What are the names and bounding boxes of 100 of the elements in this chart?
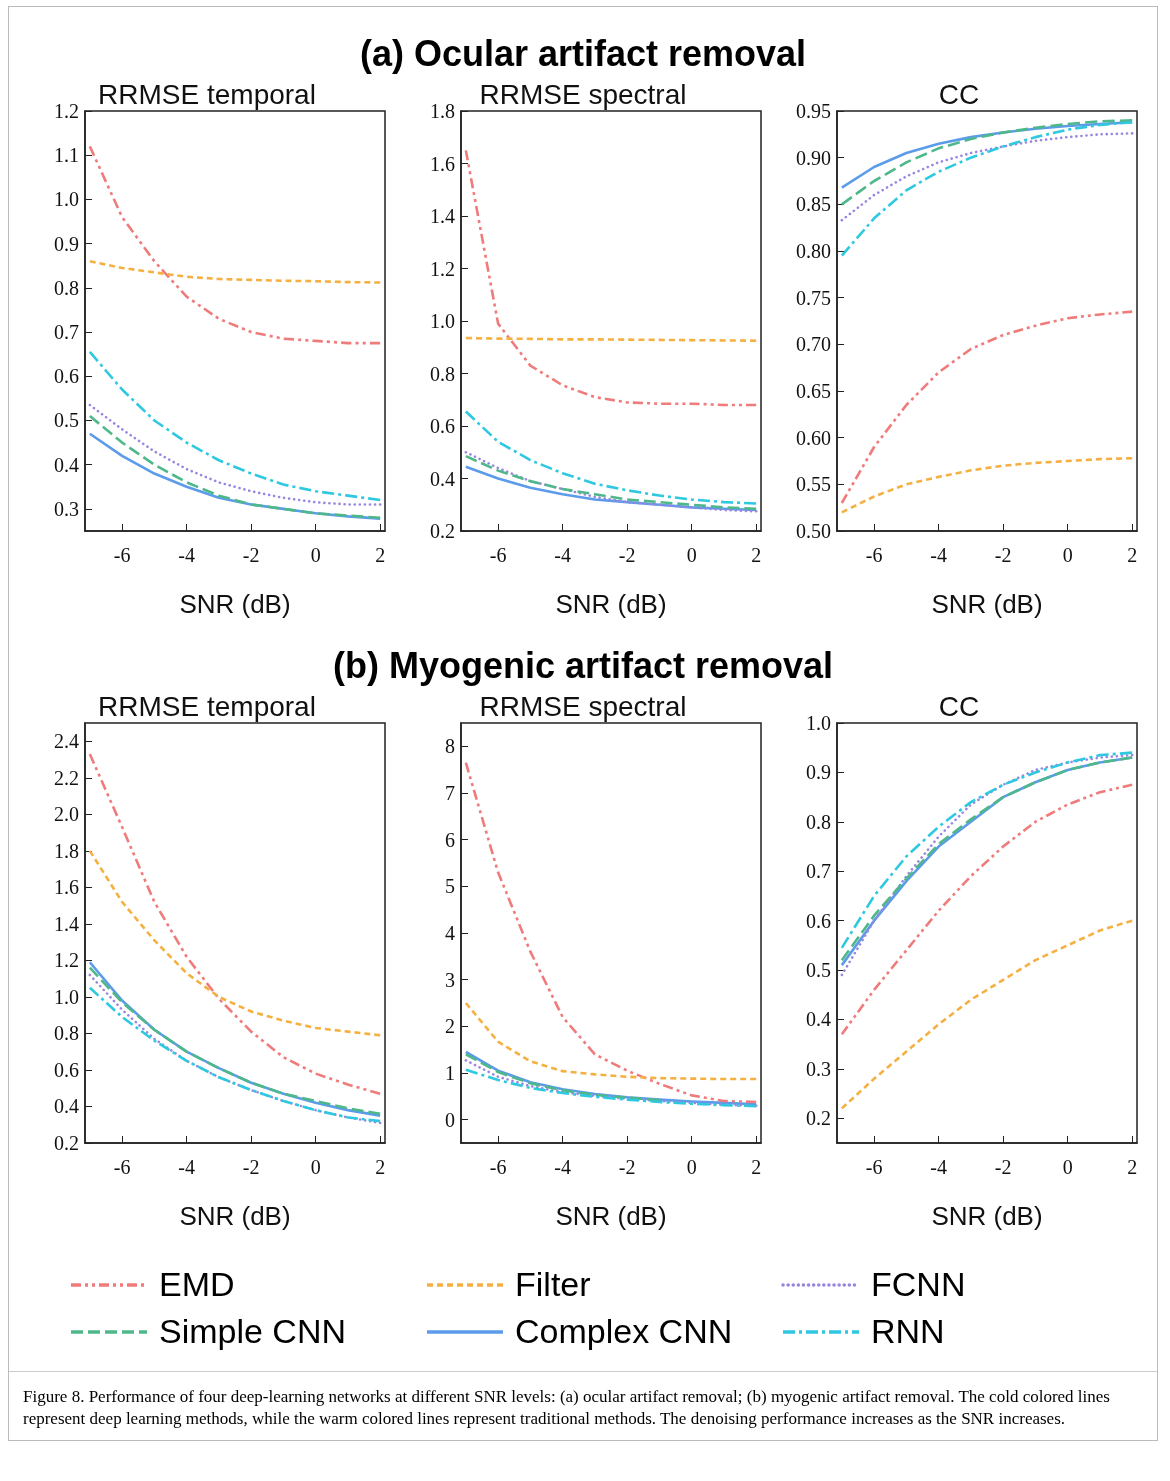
x-tick-label: -4 [554, 1156, 571, 1178]
line-series [464, 761, 758, 1104]
y-tick-label: 0.4 [54, 453, 79, 476]
legend-label: Simple CNN [159, 1312, 347, 1351]
x-tick-label: -6 [489, 1156, 507, 1178]
y-tick-label: 0.8 [54, 1022, 79, 1045]
x-tick-label: -6 [865, 1156, 883, 1178]
x-tick-label: 0 [686, 1156, 697, 1178]
y-tick-label: 1.1 [54, 144, 79, 167]
y-tick-label: 0.2 [54, 1132, 79, 1154]
line-series [88, 145, 382, 345]
x-axis-title: SNR (dB) [179, 589, 291, 619]
y-tick-label: 6 [445, 828, 455, 851]
y-tick-label: 5 [445, 875, 455, 898]
y-tick-label: 0.7 [54, 321, 79, 344]
y-tick-label: 0.65 [796, 380, 831, 402]
caption: Figure 8. Performance of four deep-learning networks at different SNR levels: (a) ocular artifact removal; (b) myogenic artifact removal. The cold colored lines represent deep learning methods, while the warm colored lines represent traditional methods. The denoising performance increases as the SNR increases. [9, 1371, 1157, 1431]
line-series [88, 260, 382, 284]
x-tick-label: 0 [686, 544, 697, 566]
legend-label: Complex CNN [515, 1312, 733, 1351]
y-tick-label: 4 [445, 922, 455, 944]
line-series [840, 119, 1134, 206]
y-tick-label: 1 [445, 1062, 455, 1084]
x-tick-label: 0 [310, 1156, 321, 1178]
y-tick-label: 2.0 [54, 803, 79, 826]
y-tick-label: 0.70 [796, 333, 831, 356]
x-axis-title: SNR (dB) [931, 589, 1043, 619]
x-tick-label: -2 [618, 544, 636, 566]
y-tick-label: 0.3 [54, 497, 79, 520]
x-tick-label: -4 [930, 1156, 947, 1178]
chart-title: RRMSE spectral [479, 78, 687, 110]
chart-title: RRMSE temporal [98, 78, 316, 110]
y-tick-label: 0.7 [806, 860, 831, 883]
x-tick-label: 2 [751, 1156, 762, 1178]
y-tick-label: 1.0 [806, 712, 831, 734]
x-tick-label: -2 [242, 1156, 260, 1178]
line-series [88, 752, 382, 1095]
line-series [840, 310, 1134, 505]
y-tick-label: 1.8 [430, 100, 455, 122]
chart-title: RRMSE temporal [98, 690, 316, 722]
x-axis-title: SNR (dB) [555, 589, 667, 619]
legend-label: FCNN [871, 1265, 966, 1304]
y-tick-label: 2 [445, 1015, 455, 1038]
y-tick-label: 0.6 [806, 909, 831, 932]
x-tick-label: -6 [865, 544, 883, 566]
x-tick-label: -2 [618, 1156, 636, 1178]
chart-title: RRMSE spectral [479, 690, 687, 722]
y-tick-label: 2.2 [54, 766, 79, 789]
line-series [464, 1001, 758, 1081]
y-tick-label: 1.0 [430, 310, 455, 332]
line-series [88, 350, 382, 502]
line-series [464, 410, 758, 505]
y-tick-label: 1.6 [430, 152, 455, 175]
y-tick-label: 1.0 [54, 985, 79, 1008]
line-series [88, 414, 382, 520]
y-tick-label: 0.4 [806, 1008, 831, 1031]
y-tick-label: 0.8 [806, 810, 831, 833]
x-tick-label: 2 [375, 544, 386, 566]
y-tick-label: 1.6 [54, 876, 79, 899]
y-tick-label: 2.4 [54, 730, 79, 753]
x-tick-label: -6 [489, 544, 507, 566]
y-tick-label: 0.60 [796, 426, 831, 449]
legend-label: EMD [159, 1265, 235, 1304]
chart-title: CC [938, 78, 980, 110]
x-tick-label: 2 [1127, 1156, 1138, 1178]
x-tick-label: -4 [178, 1156, 195, 1178]
x-tick-label: -2 [994, 544, 1012, 566]
x-tick-label: -6 [113, 1156, 131, 1178]
line-series [464, 1053, 661, 1102]
x-tick-label: -2 [242, 544, 260, 566]
y-tick-label: 0.6 [430, 415, 455, 437]
y-tick-label: 1.8 [54, 839, 79, 862]
line-series [88, 849, 382, 1037]
y-tick-label: 1.0 [54, 188, 79, 211]
x-tick-label: 0 [1062, 1156, 1073, 1178]
x-tick-label: -2 [994, 1156, 1012, 1178]
y-tick-label: 0.55 [796, 473, 831, 496]
x-axis-title: SNR (dB) [931, 1201, 1043, 1231]
legend-label: Filter [515, 1265, 591, 1304]
x-tick-label: -4 [178, 544, 195, 566]
y-tick-label: 0.5 [54, 409, 79, 432]
x-tick-label: 0 [1062, 544, 1073, 566]
y-tick-label: 3 [445, 968, 455, 991]
y-tick-label: 0.95 [796, 100, 831, 122]
line-series [464, 1059, 758, 1107]
y-tick-label: 1.2 [54, 949, 79, 972]
line-series [840, 132, 1134, 222]
line-series [464, 149, 758, 407]
y-tick-label: 0.80 [796, 240, 831, 262]
y-tick-label: 0.2 [430, 520, 455, 542]
line-series [464, 1068, 758, 1108]
line-series [840, 120, 1134, 257]
y-tick-label: 0.9 [54, 232, 79, 255]
legend-label: RNN [871, 1312, 945, 1351]
x-tick-label: 2 [1127, 544, 1138, 566]
x-tick-label: -4 [930, 544, 947, 566]
y-tick-label: 0.6 [54, 1058, 79, 1081]
y-tick-label: 0.90 [796, 146, 831, 169]
y-tick-label: 1.4 [54, 912, 79, 935]
y-tick-label: 0.5 [806, 959, 831, 982]
